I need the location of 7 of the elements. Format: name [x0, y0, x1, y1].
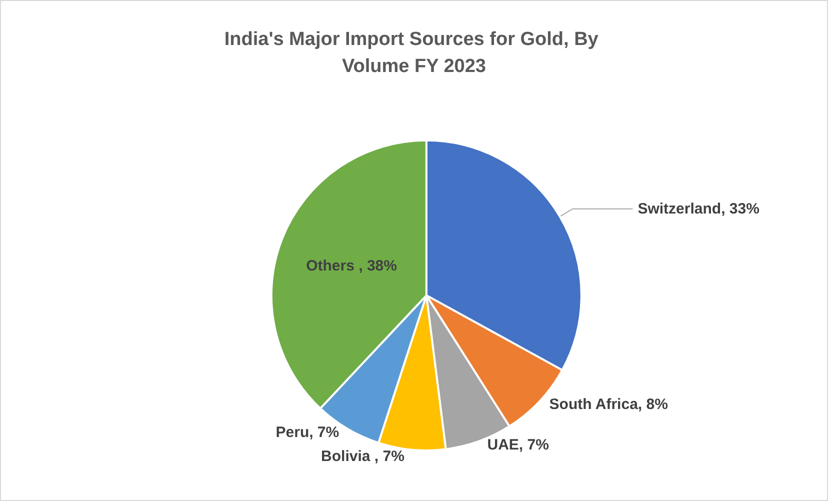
slice-label: Peru, 7% — [276, 424, 340, 441]
chart-title: India's Major Import Sources for Gold, By Volume FY 2023 — [224, 29, 604, 77]
slice-label: UAE, 7% — [487, 436, 549, 454]
slice-label: Bolivia , 7% — [321, 448, 404, 465]
slice-label: South Africa, 8% — [549, 396, 668, 413]
slice-label: Others , 38% — [306, 257, 397, 274]
slice-label: Switzerland, 33% — [638, 200, 760, 218]
